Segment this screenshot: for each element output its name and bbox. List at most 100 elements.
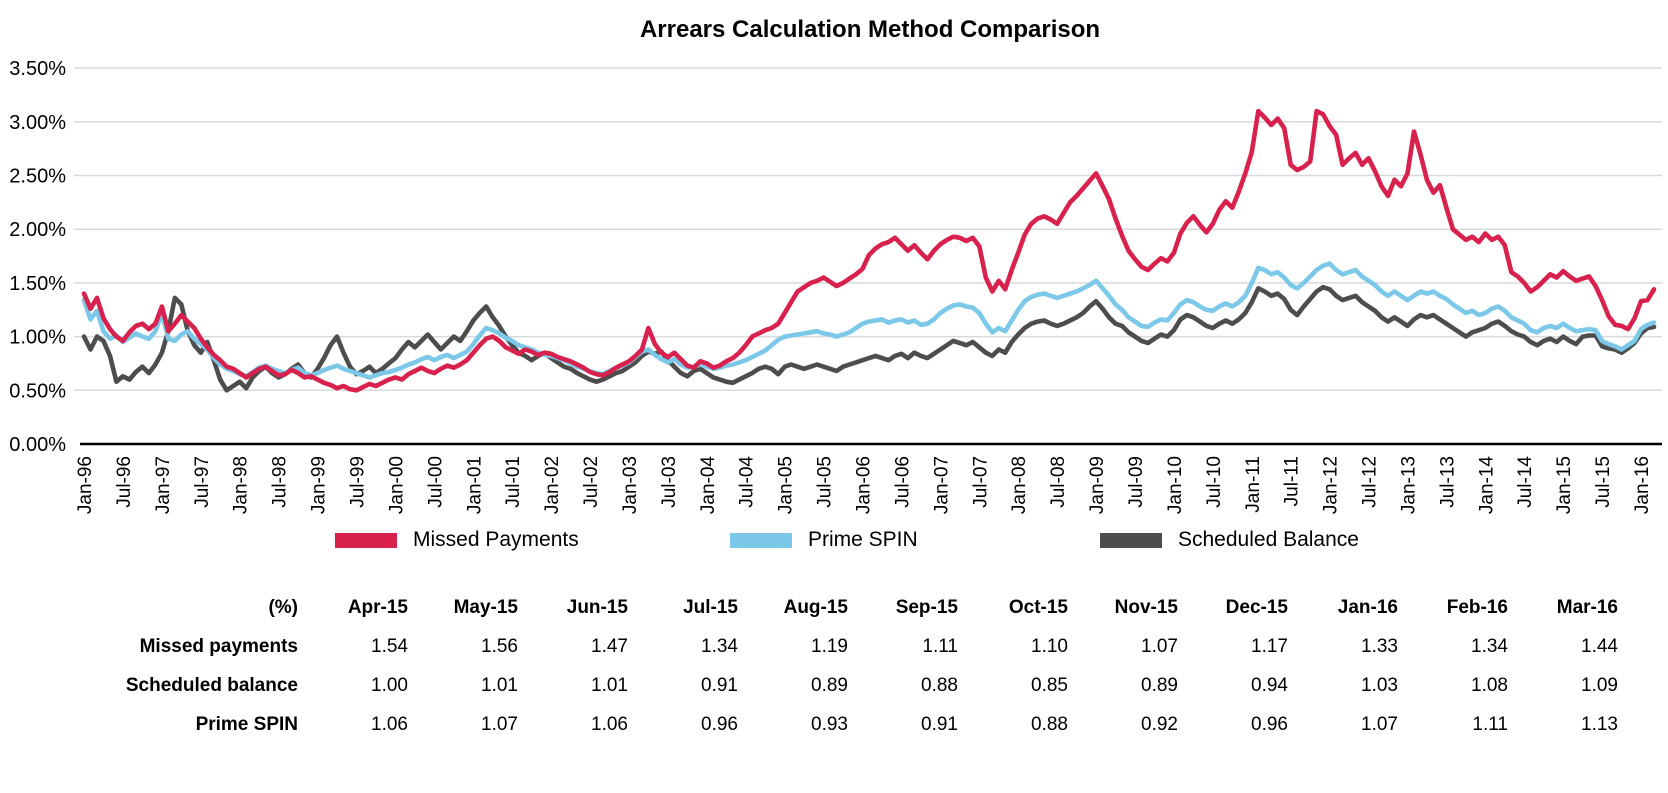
table-value-cell: 0.94: [1251, 674, 1288, 696]
x-axis-tick-label: Jul-98: [270, 456, 291, 508]
legend-label-missed-payments: Missed Payments: [413, 528, 579, 551]
table-row-label: Scheduled balance: [125, 674, 298, 696]
table-row-label: Missed payments: [139, 635, 298, 657]
table-value-cell: 0.96: [1251, 713, 1288, 735]
x-axis-tick-label: Jan-12: [1321, 456, 1342, 514]
table-column-header: Feb-16: [1446, 596, 1508, 618]
chart-legend: Missed Payments Prime SPIN Scheduled Bal…: [0, 526, 1668, 566]
y-axis-tick-label: 0.00%: [9, 434, 66, 456]
table-column-header: Apr-15: [347, 596, 408, 618]
table-value-cell: 0.91: [921, 713, 958, 735]
x-axis-tick-label: Jan-98: [231, 456, 252, 514]
table-value-cell: 1.07: [1141, 635, 1178, 657]
x-axis-tick-label: Jul-00: [425, 456, 446, 508]
table-value-cell: 1.56: [481, 635, 518, 657]
table-value-cell: 0.89: [1141, 674, 1178, 696]
x-axis-tick-label: Jan-06: [854, 456, 875, 514]
y-axis-tick-label: 3.50%: [9, 58, 66, 80]
x-axis-tick-label: Jul-09: [1126, 456, 1147, 508]
legend-label-prime-spin: Prime SPIN: [808, 528, 918, 551]
table-column-header: May-15: [453, 596, 518, 618]
x-axis-tick-label: Jan-08: [1009, 456, 1030, 514]
table-column-header: Jan-16: [1337, 596, 1398, 618]
table-value-cell: 0.91: [701, 674, 738, 696]
table-column-header: Jul-15: [683, 596, 738, 618]
x-axis-tick-label: Jan-11: [1243, 456, 1264, 513]
table-column-header: Mar-16: [1556, 596, 1618, 618]
table-value-cell: 1.10: [1031, 635, 1068, 657]
x-axis-tick-label: Jul-03: [659, 456, 680, 508]
table-value-cell: 1.44: [1581, 635, 1618, 657]
y-axis-tick-label: 2.00%: [9, 219, 66, 241]
table-value-cell: 1.09: [1581, 674, 1618, 696]
table-value-cell: 0.93: [811, 713, 848, 735]
table-value-cell: 1.07: [481, 713, 518, 735]
x-axis-tick-label: Jan-02: [542, 456, 563, 514]
x-axis-tick-label: Jul-15: [1593, 456, 1614, 508]
table-column-header: Sep-15: [895, 596, 958, 618]
table-value-cell: 1.11: [1472, 713, 1508, 735]
x-axis-tick-label: Jan-07: [931, 456, 952, 514]
legend-item-scheduled-balance: Scheduled Balance: [1100, 526, 1359, 554]
table-value-cell: 1.06: [371, 713, 408, 735]
table-value-cell: 1.34: [701, 635, 738, 657]
table-column-header: Oct-15: [1008, 596, 1068, 618]
x-axis-tick-label: Jan-04: [698, 456, 719, 515]
monthly-values-table: (%) Apr-15 May-15 Jun-15 Jul-15 Aug-15 Sep-15 O…: [0, 588, 1668, 744]
table-column-header: Jun-15: [566, 596, 628, 618]
y-axis-tick-label: 3.00%: [9, 112, 66, 134]
y-axis-tick-label: 0.50%: [9, 380, 66, 402]
table-column-header: Dec-15: [1225, 596, 1288, 618]
x-axis-tick-label: Jan-09: [1087, 456, 1108, 514]
table-value-cell: 1.06: [591, 713, 628, 735]
table-value-cell: 1.11: [922, 635, 958, 657]
legend-label-scheduled-balance: Scheduled Balance: [1178, 528, 1359, 551]
table-value-cell: 0.88: [921, 674, 958, 696]
scheduled-balance-swatch: [1100, 532, 1162, 548]
table-value-cell: 1.19: [811, 635, 848, 657]
y-axis-tick-label: 2.50%: [9, 166, 66, 188]
table-value-cell: 1.00: [371, 674, 408, 696]
legend-item-prime-spin: Prime SPIN: [730, 526, 918, 554]
series-line-scheduled-balance: [81, 284, 1657, 393]
missed-payments-swatch: [335, 532, 397, 548]
table-value-cell: 0.85: [1031, 674, 1068, 696]
y-axis-tick-label: 1.50%: [9, 273, 66, 295]
table-value-cell: 1.08: [1471, 674, 1508, 696]
table-value-cell: 1.13: [1581, 713, 1618, 735]
prime-spin-swatch: [730, 532, 792, 548]
x-axis-tick-label: Jan-13: [1398, 456, 1419, 514]
x-axis-tick-label: Jan-96: [75, 456, 96, 514]
table-value-cell: 1.54: [371, 635, 408, 657]
x-axis-tick-label: Jan-00: [386, 456, 407, 514]
x-axis-tick-label: Jul-14: [1515, 456, 1536, 508]
x-axis-tick-label: Jul-05: [815, 456, 836, 508]
table-value-cell: 0.96: [701, 713, 738, 735]
x-axis-tick-label: Jul-08: [1048, 456, 1069, 508]
table-column-header: Nov-15: [1114, 596, 1178, 618]
series-line-missed-payments: [81, 108, 1657, 393]
x-axis-tick-label: Jul-04: [737, 456, 758, 508]
x-axis-tick-label: Jul-07: [970, 456, 991, 508]
table-value-cell: 1.17: [1251, 635, 1288, 657]
x-axis-tick-label: Jul-96: [114, 456, 135, 508]
table-value-cell: 1.03: [1361, 674, 1398, 696]
x-axis-tick-label: Jul-97: [192, 456, 213, 508]
series-line-prime-spin: [81, 261, 1657, 380]
x-axis-tick-label: Jul-13: [1437, 456, 1458, 508]
table-value-cell: 0.89: [811, 674, 848, 696]
x-axis-tick-label: Jan-03: [620, 456, 641, 514]
x-axis-tick-label: Jan-01: [464, 456, 485, 514]
table-value-cell: 1.33: [1361, 635, 1398, 657]
x-axis-tick-label: Jul-99: [347, 456, 368, 508]
table-value-cell: 0.88: [1031, 713, 1068, 735]
x-axis-tick-label: Jul-06: [892, 456, 913, 508]
x-axis-tick-label: Jan-15: [1554, 456, 1575, 514]
table-column-header: Aug-15: [783, 596, 848, 618]
table-value-cell: 1.34: [1471, 635, 1508, 657]
x-axis-tick-label: Jan-97: [153, 456, 174, 514]
x-axis-tick-label: Jul-11: [1282, 456, 1303, 506]
x-axis-tick-label: Jul-01: [503, 456, 524, 508]
x-axis-tick-label: Jan-05: [776, 456, 797, 514]
